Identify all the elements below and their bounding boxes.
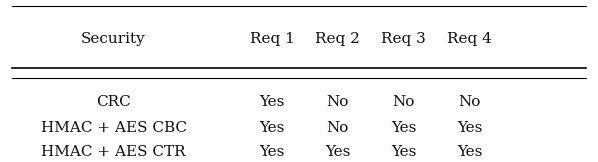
- Text: CRC: CRC: [96, 95, 131, 109]
- Text: Yes: Yes: [260, 121, 285, 135]
- Text: Yes: Yes: [325, 145, 350, 159]
- Text: No: No: [458, 95, 481, 109]
- Text: Req 1: Req 1: [249, 32, 295, 46]
- Text: Req 2: Req 2: [315, 32, 361, 46]
- Text: Security: Security: [81, 32, 146, 46]
- Text: No: No: [327, 121, 349, 135]
- Text: HMAC + AES CTR: HMAC + AES CTR: [41, 145, 186, 159]
- Text: Yes: Yes: [391, 121, 416, 135]
- Text: Yes: Yes: [260, 95, 285, 109]
- Text: Req 3: Req 3: [382, 32, 426, 46]
- Text: Req 4: Req 4: [447, 32, 492, 46]
- Text: Yes: Yes: [260, 145, 285, 159]
- Text: Yes: Yes: [457, 121, 482, 135]
- Text: Yes: Yes: [391, 145, 416, 159]
- Text: No: No: [392, 95, 415, 109]
- Text: No: No: [327, 95, 349, 109]
- Text: HMAC + AES CBC: HMAC + AES CBC: [41, 121, 187, 135]
- Text: Yes: Yes: [457, 145, 482, 159]
